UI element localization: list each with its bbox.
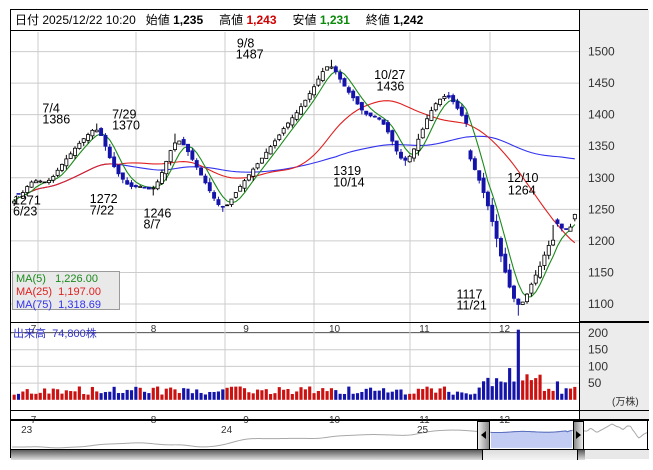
svg-text:1250: 1250 [588, 202, 615, 216]
svg-text:1500: 1500 [588, 45, 615, 59]
svg-text:1450: 1450 [588, 76, 615, 90]
svg-text:10/14: 10/14 [333, 176, 364, 190]
svg-text:1200: 1200 [588, 234, 615, 248]
svg-text:50: 50 [588, 376, 602, 390]
svg-text:150: 150 [588, 342, 608, 356]
svg-text:7/22: 7/22 [90, 204, 114, 218]
svg-text:(万株): (万株) [612, 395, 639, 408]
svg-text:1350: 1350 [588, 139, 615, 153]
svg-text:25: 25 [417, 424, 429, 435]
svg-text:1386: 1386 [42, 113, 70, 127]
svg-text:1436: 1436 [377, 80, 405, 94]
svg-text:1150: 1150 [588, 266, 614, 280]
svg-text:200: 200 [588, 326, 608, 340]
svg-text:1487: 1487 [236, 48, 264, 62]
svg-text:11/21: 11/21 [457, 299, 487, 313]
svg-text:1400: 1400 [588, 108, 615, 122]
svg-text:8/7: 8/7 [144, 218, 161, 232]
svg-text:100: 100 [588, 359, 608, 373]
svg-text:1300: 1300 [588, 171, 615, 185]
svg-text:1264: 1264 [508, 184, 536, 198]
svg-text:1370: 1370 [112, 119, 140, 133]
svg-text:6/23: 6/23 [13, 205, 37, 219]
svg-text:24: 24 [221, 424, 233, 435]
svg-text:1100: 1100 [588, 297, 614, 311]
svg-text:23: 23 [21, 424, 33, 435]
